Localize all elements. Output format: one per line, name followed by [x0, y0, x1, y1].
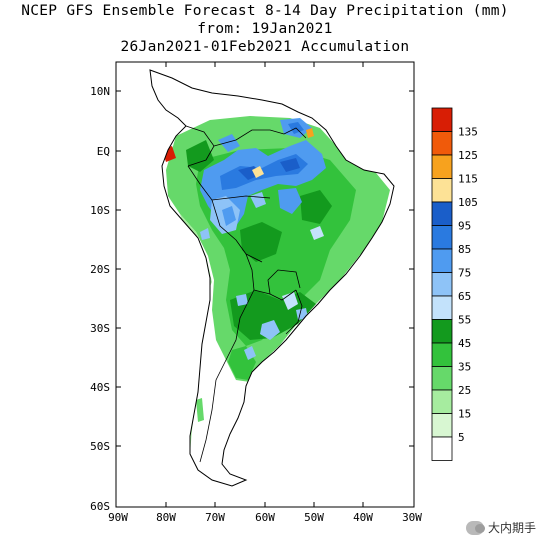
lon-label-40w: 40W: [353, 511, 373, 524]
legend-swatch: [431, 295, 453, 320]
lon-label-30w: 30W: [402, 511, 422, 524]
legend-label: 95: [458, 220, 471, 233]
legend-swatch: [431, 107, 453, 132]
legend-label: 65: [458, 290, 471, 303]
latitude-axis: 10N EQ 10S 20S 30S 40S 50S 60S: [90, 85, 414, 513]
legend-swatch: [431, 201, 453, 226]
lat-label-40s: 40S: [90, 381, 110, 394]
legend-swatch: [431, 131, 453, 156]
lon-label-90w: 90W: [108, 511, 128, 524]
lat-label-50s: 50S: [90, 440, 110, 453]
legend-swatch: [431, 436, 453, 461]
watermark-text: 大内期手: [487, 521, 536, 535]
forecast-init-date: from: 19Jan2021: [197, 21, 333, 37]
lon-label-50w: 50W: [304, 511, 324, 524]
legend-swatch: [431, 366, 453, 391]
lon-label-80w: 80W: [156, 511, 176, 524]
legend-label: 45: [458, 337, 471, 350]
legend-label: 125: [458, 149, 478, 162]
legend-label: 55: [458, 314, 471, 327]
legend-swatch: [431, 178, 453, 203]
legend-label: 5: [458, 431, 465, 444]
legend-label: 85: [458, 243, 471, 256]
precipitation-legend: 135 125 115 105 95 85 75 65 55 45 35 25 15 5: [431, 107, 478, 461]
legend-label: 115: [458, 173, 478, 186]
legend-label: 105: [458, 196, 478, 209]
coastline: [149, 69, 395, 487]
legend-swatch: [431, 154, 453, 179]
legend-swatch: [431, 389, 453, 414]
legend-label: 135: [458, 126, 478, 139]
legend-label: 25: [458, 384, 471, 397]
lat-label-20s: 20S: [90, 263, 110, 276]
lat-label-eq: EQ: [97, 145, 110, 158]
wechat-icon: [465, 520, 485, 535]
accumulation-period: 26Jan2021-01Feb2021 Accumulation: [120, 39, 410, 55]
lat-label-10s: 10S: [90, 204, 110, 217]
legend-swatch: [431, 272, 453, 297]
legend-swatch: [431, 225, 453, 250]
legend-swatch: [431, 342, 453, 367]
legend-swatch: [431, 319, 453, 344]
longitude-axis: 90W 80W 70W 60W 50W 40W 30W: [108, 62, 422, 524]
country-borders: [185, 125, 307, 463]
legend-label: 15: [458, 408, 471, 421]
lon-label-70w: 70W: [205, 511, 225, 524]
lat-label-10n: 10N: [90, 85, 110, 98]
lat-label-30s: 30S: [90, 322, 110, 335]
legend-label: 75: [458, 267, 471, 280]
legend-label: 35: [458, 361, 471, 374]
lon-label-60w: 60W: [255, 511, 275, 524]
watermark: 大内期手: [465, 519, 536, 536]
lat-label-60s: 60S: [90, 500, 110, 513]
legend-swatch: [431, 413, 453, 438]
legend-swatch: [431, 248, 453, 273]
map-title: NCEP GFS Ensemble Forecast 8-14 Day Prec…: [21, 3, 509, 19]
